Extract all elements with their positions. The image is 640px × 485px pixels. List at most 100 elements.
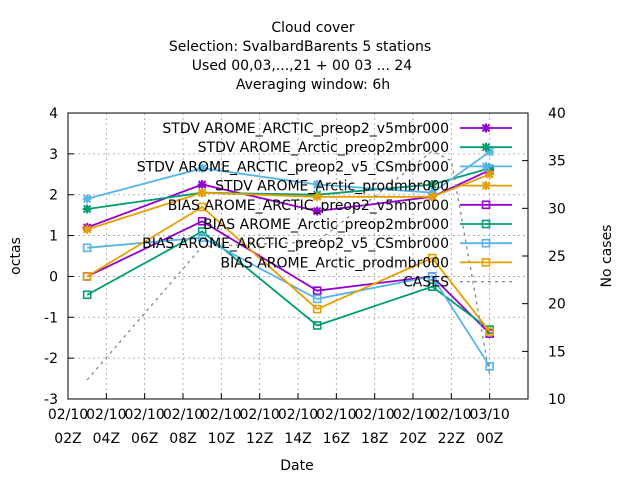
data-point (485, 169, 495, 179)
data-point (481, 161, 491, 171)
data-point (82, 290, 92, 300)
y-axis-label: octas (8, 237, 24, 275)
data-point (312, 294, 322, 304)
data-point (312, 304, 322, 314)
x-tick-label-date: 02/10 (163, 407, 203, 423)
y2-tick-label: 20 (548, 297, 566, 313)
data-point (481, 123, 491, 133)
chart-title: Cloud cover Selection: SvalbardBarents 5… (169, 20, 431, 93)
x-tick-label-hour: 22Z (438, 431, 465, 447)
data-point (485, 327, 494, 336)
x-tick-label-hour: 04Z (93, 431, 120, 447)
data-point (481, 238, 491, 248)
series-line (86, 150, 491, 381)
data-point (312, 206, 322, 216)
y2-tick-label: 35 (548, 154, 566, 170)
data-point (485, 362, 494, 371)
tick-labels: -3-2-1012341015202530354002/1002Z02/1004… (44, 106, 566, 447)
data-point (82, 272, 92, 281)
x-tick-label-hour: 14Z (284, 431, 311, 447)
legend-entry: STDV AROME_ARCTIC_preop2_v5mbr000 (162, 121, 512, 137)
y-tick-label: -2 (44, 351, 58, 367)
y2-axis-label: No cases (599, 225, 615, 288)
x-tick-label-hour: 18Z (361, 431, 388, 447)
title-line-4: Averaging window: 6h (236, 77, 390, 93)
data-point (312, 321, 322, 330)
y2-tick-label: 30 (548, 201, 566, 217)
data-point (197, 188, 207, 198)
legend-label: STDV AROME_Arctic_prodmbr000 (215, 179, 449, 195)
x-tick-label-hour: 08Z (169, 431, 196, 447)
series-line (82, 169, 495, 234)
data-point (312, 192, 322, 202)
data-point (481, 258, 491, 267)
data-point (312, 180, 322, 189)
y-tick-label: 2 (49, 188, 58, 204)
data-point (82, 224, 92, 234)
title-line-2: Selection: SvalbardBarents 5 stations (169, 39, 431, 55)
data-point (197, 180, 207, 189)
data-point (481, 219, 491, 229)
y2-tick-label: 25 (548, 249, 566, 265)
legend-label: BIAS AROME_ARCTIC_preop2_v5mbr000 (168, 198, 449, 214)
series-path (86, 230, 491, 331)
data-point (427, 180, 437, 189)
legend-label: BIAS AROME_ARCTIC_preop2_v5_CSmbr000 (142, 236, 449, 252)
data-point (197, 216, 207, 226)
legend-entry: BIAS AROME_Arctic_preop2mbr000 (203, 217, 512, 233)
data-point (427, 253, 437, 263)
x-tick-label-date: 02/10 (354, 407, 394, 423)
series-line (82, 233, 494, 371)
series-line (82, 202, 494, 336)
x-tick-label-hour: 10Z (208, 431, 235, 447)
x-tick-label-hour: 02Z (54, 431, 81, 447)
x-tick-label-hour: 00Z (476, 431, 503, 447)
y2-tick-label: 15 (548, 344, 566, 360)
x-tick-label-hour: 12Z (246, 431, 273, 447)
legend-label: CASES (403, 275, 449, 291)
x-tick-label-date: 02/10 (86, 407, 126, 423)
legend-entry: CASES (403, 275, 512, 291)
data-point (82, 243, 92, 253)
legend-entry: STDV AROME_Arctic_preop2mbr000 (198, 140, 512, 156)
x-tick-label-date: 02/10 (393, 407, 433, 423)
title-line-1: Cloud cover (271, 20, 355, 36)
y-tick-label: 0 (49, 269, 58, 285)
legend-entry: STDV AROME_ARCTIC_preop2_v5_CSmbr000 (137, 159, 512, 175)
data-point (197, 163, 207, 173)
y2-tick-label: 40 (548, 106, 566, 122)
series-path (86, 205, 491, 333)
x-tick-label-date: 02/10 (48, 407, 88, 423)
data-point (427, 272, 437, 281)
x-tick-label-hour: 16Z (323, 431, 350, 447)
x-tick-label-date: 03/10 (469, 407, 509, 423)
data-point (197, 202, 207, 212)
x-tick-label-date: 02/10 (124, 407, 164, 423)
legend-entry: BIAS AROME_Arctic_prodmbr000 (221, 255, 512, 271)
y-tick-label: 1 (49, 229, 58, 245)
data-point (197, 227, 207, 236)
legend-label: BIAS AROME_Arctic_preop2mbr000 (203, 217, 449, 233)
legend-label: STDV AROME_ARCTIC_preop2_v5mbr000 (162, 121, 449, 137)
x-tick-label-date: 02/10 (201, 407, 241, 423)
x-tick-label-date: 02/10 (278, 407, 318, 423)
legend-entry: BIAS AROME_ARCTIC_preop2_v5_CSmbr000 (142, 236, 512, 252)
x-axis-label: Date (280, 458, 313, 474)
data-point (427, 192, 437, 202)
y2-tick-label: 10 (548, 392, 566, 408)
x-tick-label-hour: 20Z (399, 431, 426, 447)
data-point (427, 282, 437, 291)
legend-entry: BIAS AROME_ARCTIC_preop2_v5mbr000 (168, 198, 512, 214)
plot-border (67, 112, 529, 400)
x-tick-label-date: 02/10 (316, 407, 356, 423)
data-point (481, 181, 491, 191)
data-point (481, 142, 491, 152)
legend-label: STDV AROME_ARCTIC_preop2_v5_CSmbr000 (137, 159, 449, 175)
data-point (82, 204, 92, 214)
legend: STDV AROME_ARCTIC_preop2_v5mbr000 STDV AR… (137, 121, 512, 291)
y-tick-label: -1 (44, 310, 58, 326)
legend-label: BIAS AROME_Arctic_prodmbr000 (221, 255, 449, 271)
y-tick-label: 3 (49, 147, 58, 163)
x-tick-label-date: 02/10 (431, 407, 471, 423)
